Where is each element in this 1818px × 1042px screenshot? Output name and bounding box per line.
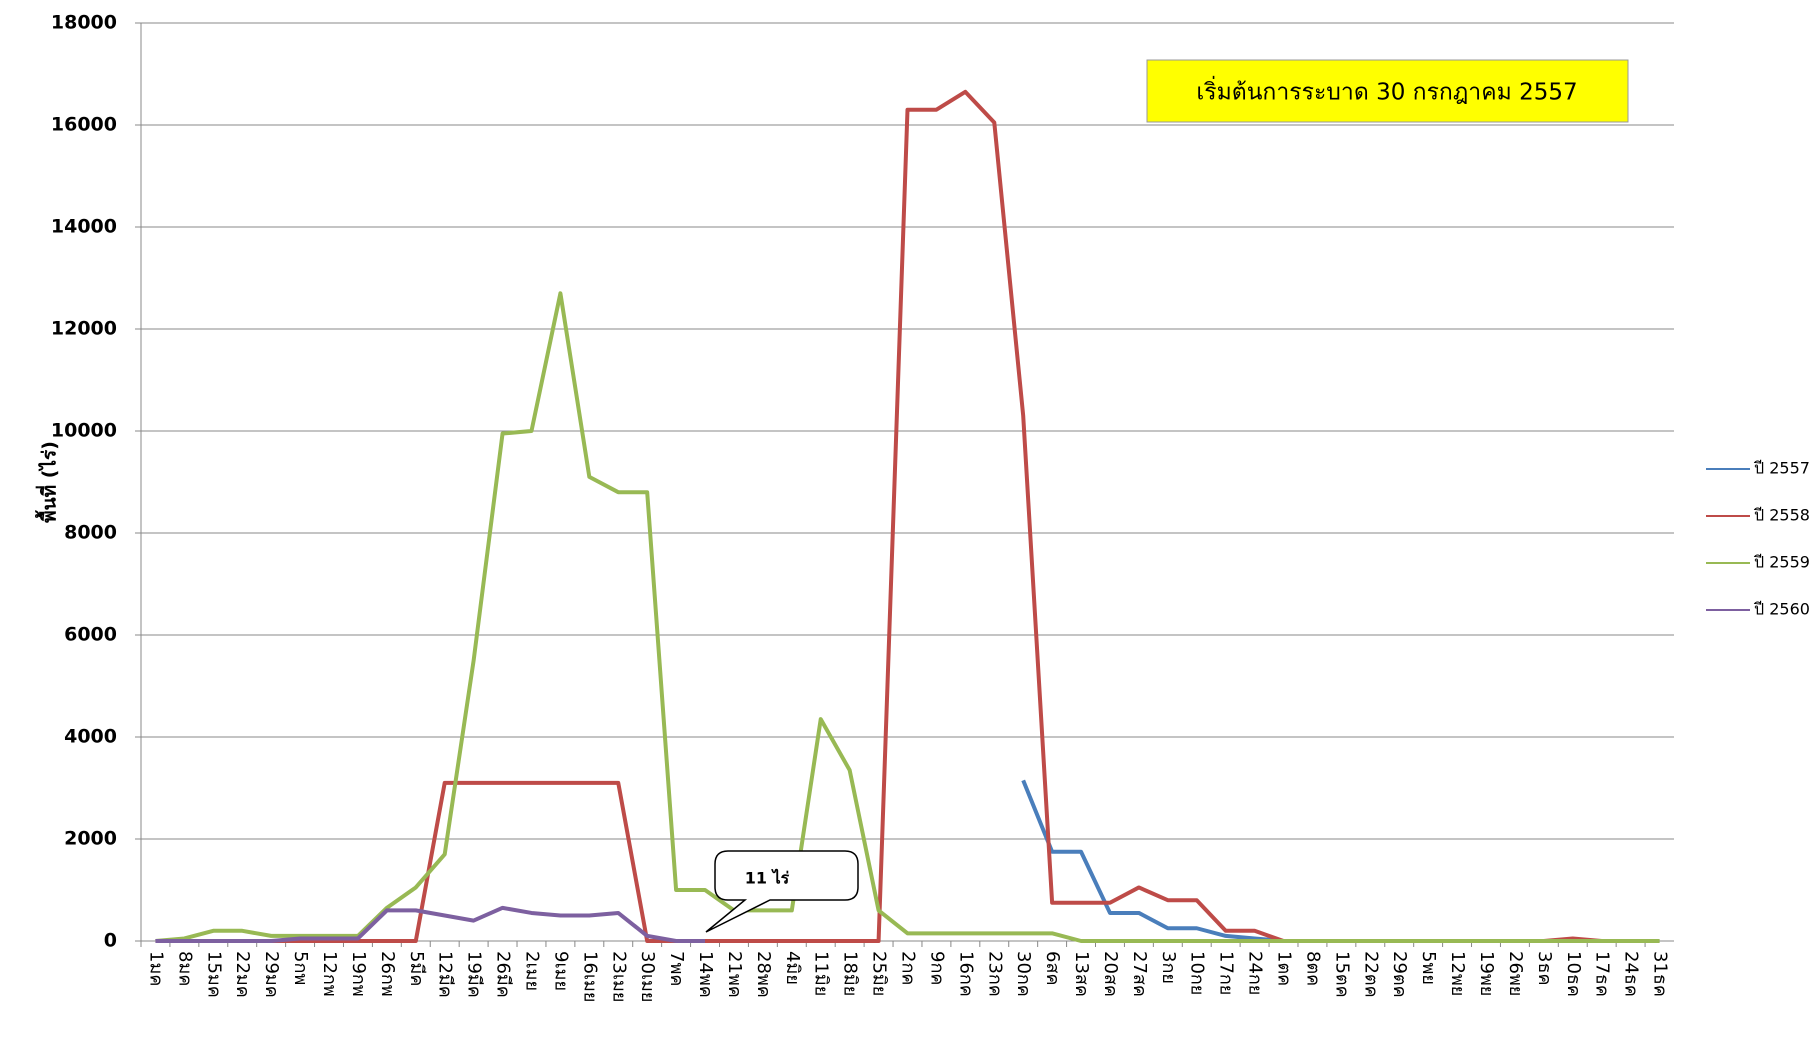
y-tick-label: 2000	[64, 828, 117, 850]
x-tick-label: 22ตค	[1360, 951, 1381, 998]
x-tick-label: 28พค	[753, 951, 774, 998]
x-tick-label: 10กย	[1187, 951, 1208, 995]
x-tick-label: 11มิย	[811, 951, 832, 996]
x-tick-label: 24ธค	[1621, 951, 1642, 997]
x-tick-label: 17ธค	[1592, 951, 1613, 997]
x-tick-label: 10ธค	[1563, 951, 1584, 997]
y-tick-label: 12000	[51, 318, 117, 340]
x-tick-label: 5พย	[1418, 951, 1439, 985]
legend-label: ปี 2560	[1754, 600, 1810, 619]
series-line	[1021, 779, 1660, 943]
x-tick-label: 22มค	[232, 951, 253, 998]
x-tick-label: 5กพ	[290, 951, 311, 985]
x-tick-label: 23เมย	[608, 951, 629, 1002]
x-tick-label: 13สค	[1071, 951, 1092, 997]
x-tick-label: 16กค	[955, 951, 976, 997]
x-tick-label: 4มิย	[782, 951, 803, 985]
x-tick-label: 19กพ	[348, 951, 369, 997]
y-tick-label: 0	[104, 930, 117, 952]
x-tick-label: 6สค	[1042, 951, 1063, 985]
x-tick-label: 20สค	[1100, 951, 1121, 997]
x-tick-label: 12กพ	[319, 951, 340, 997]
x-tick-label: 1ตค	[1274, 951, 1295, 986]
x-tick-label: 27สค	[1129, 951, 1150, 997]
x-tick-label: 17กย	[1216, 951, 1237, 995]
y-tick-label: 8000	[64, 522, 117, 544]
x-tick-label: 23กค	[984, 951, 1005, 997]
x-tick-label: 8ตค	[1302, 951, 1323, 986]
x-tick-label: 1มค	[145, 951, 166, 986]
x-tick-label: 16เมย	[579, 951, 600, 1002]
annotation: เริ่มต้นการระบาด 30 กรกฎาคม 2557	[1196, 76, 1577, 106]
y-tick-label: 18000	[51, 12, 117, 34]
x-tick-label: 30เมย	[637, 951, 658, 1002]
y-tick-label: 6000	[64, 624, 117, 646]
x-tick-label: 26พย	[1505, 951, 1526, 996]
x-tick-label: 18มิย	[840, 951, 861, 996]
x-tick-label: 25มิย	[869, 951, 890, 996]
y-tick-label: 14000	[51, 216, 117, 238]
x-tick-label: 3ธค	[1534, 951, 1555, 985]
callout-label: 11 ไร่	[745, 869, 790, 888]
x-tick-label: 15มค	[203, 951, 224, 998]
x-tick-label: 2กค	[898, 951, 919, 985]
x-tick-label: 19พย	[1476, 951, 1497, 996]
legend-label: ปี 2557	[1754, 459, 1810, 478]
series-line	[155, 89, 1660, 943]
x-tick-label: 21พค	[724, 951, 745, 998]
y-tick-label: 4000	[64, 726, 117, 748]
x-tick-label: 29ตค	[1389, 951, 1410, 998]
x-tick-label: 12มีค	[435, 951, 456, 998]
legend-label: ปี 2559	[1754, 553, 1810, 572]
x-tick-label: 31ธค	[1650, 951, 1671, 997]
annotation-box	[1146, 59, 1629, 123]
x-tick-label: 29มค	[261, 951, 282, 998]
x-tick-label: 24กย	[1245, 951, 1266, 995]
x-tick-label: 8มค	[174, 951, 195, 986]
x-tick-label: 5มีค	[406, 951, 427, 986]
x-tick-label: 9เมย	[550, 951, 571, 991]
series-line	[155, 291, 1660, 943]
y-tick-label: 16000	[51, 114, 117, 136]
x-tick-label: 7พค	[666, 951, 687, 986]
x-tick-label: 3กย	[1158, 951, 1179, 984]
series-line	[155, 905, 706, 943]
x-tick-label: 26มีค	[493, 951, 514, 998]
x-tick-label: 14พค	[695, 951, 716, 998]
x-tick-label: 19มีค	[464, 951, 485, 998]
x-tick-label: 30กค	[1013, 951, 1034, 997]
y-axis-label: พื้นที่ (ไร่)	[35, 441, 61, 523]
x-tick-label: 2เมย	[521, 951, 542, 991]
legend-label: ปี 2558	[1754, 506, 1810, 525]
x-tick-label: 9กค	[926, 951, 947, 985]
x-tick-label: 15ตค	[1331, 951, 1352, 998]
y-tick-label: 10000	[51, 420, 117, 442]
x-tick-label: 12พย	[1447, 951, 1468, 996]
callout-bubble	[705, 850, 859, 933]
x-tick-label: 26กพ	[377, 951, 398, 997]
